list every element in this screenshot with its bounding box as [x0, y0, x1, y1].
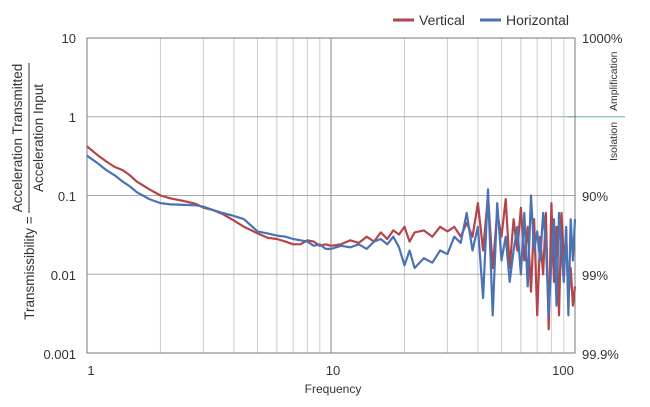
x-axis-title: Frequency: [305, 382, 362, 396]
y-tick-labels: 10 1 0.1 0.01 0.001: [43, 31, 76, 362]
y-axis-title: Transmissibility = Acceleration Transmit…: [10, 63, 46, 320]
x-tick-labels: 1 10 100: [87, 363, 573, 378]
y-tick-label-0.01: 0.01: [51, 268, 76, 283]
right-tick-label-1000: 1000%: [582, 31, 623, 46]
data-series: [86, 145, 577, 331]
x-tick-label-100: 100: [552, 363, 574, 378]
y-axis-title-numerator: Acceleration Transmitted: [10, 64, 25, 213]
series-horizontal: [86, 154, 577, 317]
right-axis-title-amplification: Amplification: [608, 51, 620, 111]
legend: Vertical Horizontal: [393, 12, 569, 28]
x-tick-label-10: 10: [326, 363, 340, 378]
right-tick-label-90: 90%: [582, 189, 608, 204]
x-tick-label-1: 1: [87, 363, 94, 378]
right-tick-label-99: 99%: [582, 268, 608, 283]
series-line-horizontal: [86, 154, 577, 317]
plot-border: [86, 37, 576, 354]
right-tick-label-99.9: 99.9%: [582, 347, 619, 362]
y-tick-label-0.1: 0.1: [58, 189, 76, 204]
y-tick-label-10: 10: [62, 31, 76, 46]
y-axis-title-denominator: Acceleration Input: [31, 84, 46, 192]
legend-label-vertical: Vertical: [419, 12, 465, 28]
plot-frame: [86, 37, 576, 354]
legend-label-horizontal: Horizontal: [506, 12, 569, 28]
gridlines: [87, 38, 575, 353]
y-tick-label-0.001: 0.001: [43, 347, 76, 362]
y-axis-title-prefix: Transmissibility =: [22, 216, 37, 320]
y-tick-label-1: 1: [69, 110, 76, 125]
right-tick-labels: 1000% 90% 99% 99.9%: [582, 31, 623, 362]
right-axis-title-isolation: Isolation: [608, 122, 620, 161]
